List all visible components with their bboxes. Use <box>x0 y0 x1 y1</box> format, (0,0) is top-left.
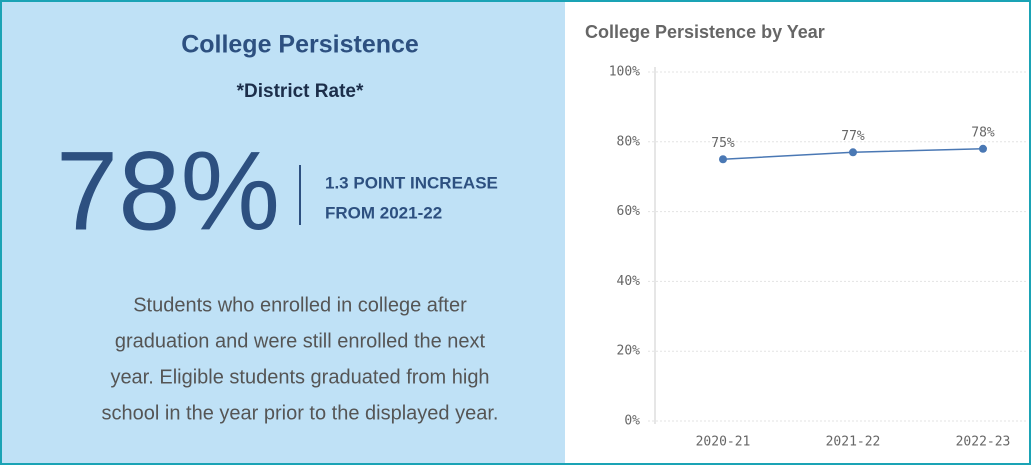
y-tick-label: 40% <box>617 274 641 289</box>
description-line: year. Eligible students graduated from h… <box>110 366 489 388</box>
x-tick-label: 2020-21 <box>696 435 751 450</box>
y-tick-label: 0% <box>624 414 640 429</box>
kpi-value: 78% <box>56 129 280 254</box>
kpi-panel <box>0 0 565 465</box>
point <box>849 148 857 157</box>
kpi-subtitle: *District Rate* <box>237 81 364 102</box>
y-tick-label: 80% <box>617 134 641 149</box>
kpi-description: Students who enrolled in college after gr… <box>102 294 499 424</box>
y-tick-label: 60% <box>617 204 641 219</box>
y-tick-label: 20% <box>617 344 641 359</box>
chart-title: College Persistence by Year <box>585 22 825 42</box>
data-label: 75% <box>711 136 735 151</box>
y-tick-label: 100% <box>609 65 640 80</box>
point <box>719 155 727 164</box>
data-label: 78% <box>971 125 995 140</box>
description-line: Students who enrolled in college after <box>133 294 467 316</box>
data-label: 77% <box>841 129 865 144</box>
description-line: graduation and were still enrolled the n… <box>115 330 486 352</box>
point <box>979 144 987 153</box>
kpi-change: FROM 2021-22 <box>325 203 442 222</box>
kpi-change: 1.3 POINT INCREASE <box>325 173 498 192</box>
x-tick-label: 2021-22 <box>826 435 881 450</box>
description-line: school in the year prior to the displaye… <box>102 402 499 424</box>
kpi-title: College Persistence <box>181 31 419 59</box>
x-tick-label: 2022-23 <box>956 435 1011 450</box>
